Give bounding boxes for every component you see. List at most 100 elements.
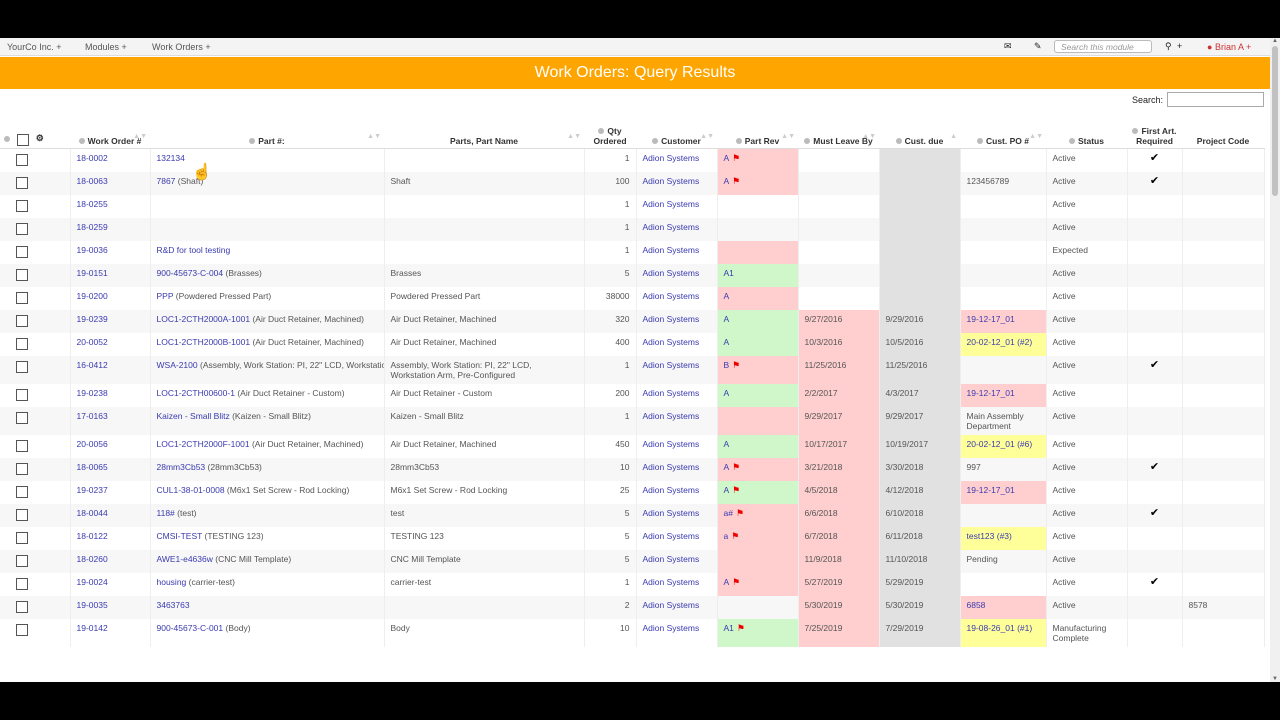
part-rev-link[interactable]: A bbox=[723, 484, 730, 495]
table-row[interactable]: 18-0260 AWE1-e4636w (CNC Mill Template) CN… bbox=[0, 549, 1265, 573]
scroll-down-icon[interactable]: ▼ bbox=[1272, 676, 1278, 682]
row-checkbox[interactable] bbox=[16, 199, 28, 212]
part-link[interactable]: R&D for tool testing bbox=[156, 244, 231, 255]
row-checkbox[interactable] bbox=[16, 531, 28, 544]
wo-link[interactable]: 18-0259 bbox=[76, 221, 108, 232]
table-row[interactable]: 18-0259 1 Adion Systems Active bbox=[0, 217, 1265, 241]
row-checkbox[interactable] bbox=[16, 268, 28, 281]
customer-link[interactable]: Adion Systems bbox=[642, 221, 700, 232]
row-checkbox[interactable] bbox=[16, 222, 28, 235]
part-rev-link[interactable]: A bbox=[723, 461, 730, 472]
row-checkbox[interactable] bbox=[16, 439, 28, 452]
wo-link[interactable]: 19-0238 bbox=[76, 387, 108, 398]
part-link[interactable]: 132134 bbox=[156, 152, 185, 163]
row-checkbox[interactable] bbox=[16, 245, 28, 258]
part-link[interactable]: CMSI-TEST bbox=[156, 530, 203, 541]
user-menu[interactable]: ● Brian A + bbox=[1207, 42, 1251, 52]
part-link[interactable]: 28mm3Cb53 bbox=[156, 461, 206, 472]
table-row[interactable]: 19-0239 LOC1-2CTH2000A-1001 (Air Duct Ret… bbox=[0, 309, 1265, 333]
part-rev-link[interactable]: B bbox=[723, 359, 730, 370]
customer-link[interactable]: Adion Systems bbox=[642, 410, 700, 421]
part-rev-link[interactable]: A bbox=[723, 175, 730, 186]
row-checkbox[interactable] bbox=[16, 485, 28, 498]
part-link[interactable]: PPP bbox=[156, 290, 174, 301]
cust-po-link[interactable]: 6858 bbox=[966, 599, 986, 610]
cust-po-link[interactable]: test123 (#3) bbox=[966, 530, 1012, 541]
cust-po-link[interactable]: 19-12-17_01 bbox=[966, 387, 1015, 398]
customer-link[interactable]: Adion Systems bbox=[642, 622, 700, 633]
part-rev-link[interactable]: A bbox=[723, 387, 730, 398]
wo-link[interactable]: 19-0142 bbox=[76, 622, 108, 633]
wo-link[interactable]: 20-0052 bbox=[76, 336, 108, 347]
customer-link[interactable]: Adion Systems bbox=[642, 336, 700, 347]
table-row[interactable]: 18-0122 CMSI-TEST (TESTING 123) TESTING 12… bbox=[0, 526, 1265, 550]
part-link[interactable]: AWE1-e4636w bbox=[156, 553, 213, 564]
col-header-must-leave[interactable]: Must Leave By ▲▼ bbox=[798, 114, 879, 149]
col-header-customer[interactable]: Customer ▲▼ bbox=[636, 114, 717, 149]
settings-icon[interactable]: ⚙ bbox=[35, 133, 44, 144]
wo-link[interactable]: 17-0163 bbox=[76, 410, 108, 421]
customer-link[interactable]: Adion Systems bbox=[642, 599, 700, 610]
cust-po-link[interactable]: 19-12-17_01 bbox=[966, 313, 1015, 324]
wo-link[interactable]: 19-0200 bbox=[76, 290, 108, 301]
scrollbar-thumb[interactable] bbox=[1272, 46, 1278, 196]
part-rev-link[interactable]: A bbox=[723, 336, 730, 347]
row-checkbox[interactable] bbox=[16, 623, 28, 636]
customer-link[interactable]: Adion Systems bbox=[642, 198, 700, 209]
part-link[interactable]: LOC1-2CTH00600-1 bbox=[156, 387, 235, 398]
row-checkbox[interactable] bbox=[16, 337, 28, 350]
table-row[interactable]: 19-0238 LOC1-2CTH00600-1 (Air Duct Retain… bbox=[0, 383, 1265, 407]
table-row[interactable]: 19-0036 R&D for tool testing 1 Adion Syste… bbox=[0, 240, 1265, 264]
customer-link[interactable]: Adion Systems bbox=[642, 244, 700, 255]
part-link[interactable]: 900-45673-C-001 bbox=[156, 622, 224, 633]
table-row[interactable]: 17-0163 Kaizen - Small Blitz (Kaizen - Sm… bbox=[0, 406, 1265, 435]
table-row[interactable]: 18-0065 28mm3Cb53 (28mm3Cb53) 28mm3Cb53 10 A… bbox=[0, 457, 1265, 481]
wo-link[interactable]: 20-0056 bbox=[76, 438, 108, 449]
part-link[interactable]: LOC1-2CTH2000A-1001 bbox=[156, 313, 251, 324]
module-search-input[interactable]: Search this module bbox=[1054, 40, 1152, 53]
part-link[interactable]: 900-45673-C-004 bbox=[156, 267, 224, 278]
wo-link[interactable]: 19-0237 bbox=[76, 484, 108, 495]
table-row[interactable]: 19-0142 900-45673-C-001 (Body) Body 10 Adion… bbox=[0, 618, 1265, 647]
wo-link[interactable]: 18-0065 bbox=[76, 461, 108, 472]
vertical-scrollbar[interactable]: ▲ ▼ bbox=[1270, 38, 1280, 682]
wo-link[interactable]: 18-0122 bbox=[76, 530, 108, 541]
cust-po-link[interactable]: 19-08-26_01 (#1) bbox=[966, 622, 1033, 633]
nav-modules-menu[interactable]: Modules + bbox=[85, 42, 127, 52]
customer-link[interactable]: Adion Systems bbox=[642, 461, 700, 472]
customer-link[interactable]: Adion Systems bbox=[642, 290, 700, 301]
table-row[interactable]: 18-0044 118# (test) test 5 Adion Systems a# ⚑ 6… bbox=[0, 503, 1265, 527]
part-link[interactable]: 118# bbox=[156, 507, 175, 518]
part-rev-link[interactable]: A bbox=[723, 290, 730, 301]
table-row[interactable]: 20-0056 LOC1-2CTH2000F-1001 (Air Duct Ret… bbox=[0, 434, 1265, 458]
row-checkbox[interactable] bbox=[16, 577, 28, 590]
table-row[interactable]: 18-0255 1 Adion Systems Active bbox=[0, 194, 1265, 218]
row-checkbox[interactable] bbox=[16, 176, 28, 189]
mail-icon[interactable]: ✉ bbox=[1004, 41, 1012, 51]
part-rev-link[interactable]: A bbox=[723, 438, 730, 449]
part-link[interactable]: 7867 bbox=[156, 175, 176, 186]
wo-link[interactable]: 18-0002 bbox=[76, 152, 108, 163]
part-link[interactable]: CUL1-38-01-0008 bbox=[156, 484, 225, 495]
cust-po-link[interactable]: 19-12-17_01 bbox=[966, 484, 1015, 495]
wo-link[interactable]: 18-0063 bbox=[76, 175, 108, 186]
part-rev-link[interactable]: A bbox=[723, 152, 730, 163]
customer-link[interactable]: Adion Systems bbox=[642, 530, 700, 541]
row-checkbox[interactable] bbox=[16, 314, 28, 327]
wo-link[interactable]: 19-0239 bbox=[76, 313, 108, 324]
row-checkbox[interactable] bbox=[16, 600, 28, 613]
customer-link[interactable]: Adion Systems bbox=[642, 438, 700, 449]
scroll-up-icon[interactable]: ▲ bbox=[1272, 38, 1278, 44]
table-row[interactable]: 20-0052 LOC1-2CTH2000B-1001 (Air Duct Ret… bbox=[0, 332, 1265, 356]
table-row[interactable]: 19-0035 3463763 2 Adion Systems 5/30/2019 5/… bbox=[0, 595, 1265, 619]
table-search-input[interactable] bbox=[1167, 92, 1264, 107]
part-link[interactable]: LOC1-2CTH2000F-1001 bbox=[156, 438, 250, 449]
search-add-button[interactable]: + bbox=[1177, 41, 1183, 51]
row-checkbox[interactable] bbox=[16, 360, 28, 373]
wo-link[interactable]: 18-0044 bbox=[76, 507, 108, 518]
col-header-project[interactable]: Project Code bbox=[1182, 114, 1264, 149]
customer-link[interactable]: Adion Systems bbox=[642, 507, 700, 518]
col-header-qty[interactable]: Qty Ordered bbox=[584, 114, 636, 149]
customer-link[interactable]: Adion Systems bbox=[642, 387, 700, 398]
select-all-checkbox[interactable] bbox=[17, 133, 30, 146]
